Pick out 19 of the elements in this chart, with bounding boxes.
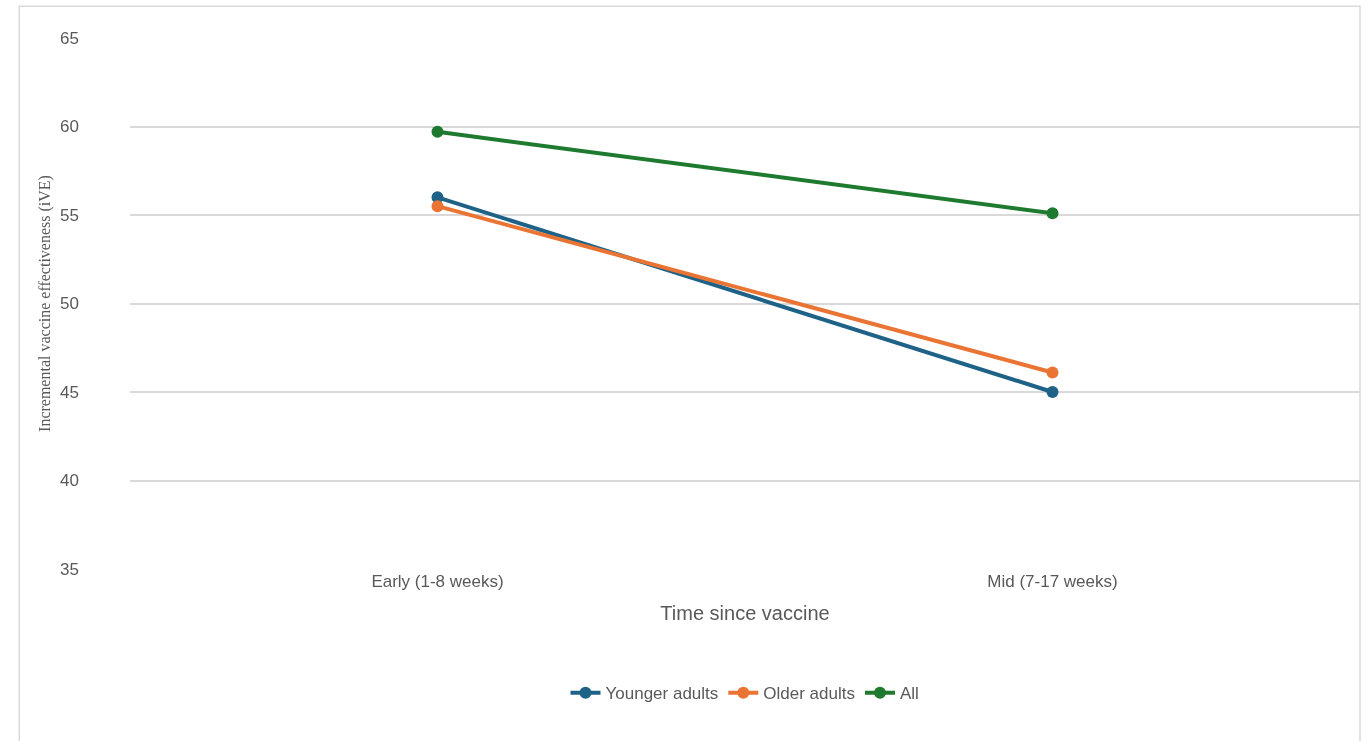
y-tick-label: 60 (60, 117, 79, 137)
point (1046, 207, 1059, 220)
x-tick-label: Mid (7-17 weeks) (987, 572, 1118, 591)
point (1046, 366, 1059, 379)
y-tick-label: 65 (60, 28, 79, 48)
point (1046, 386, 1059, 398)
point (431, 125, 444, 138)
y-tick-label: 45 (60, 382, 79, 402)
x-axis-title: Time since vaccine (660, 601, 830, 624)
x-tick-label: Early (1-8 weeks) (371, 572, 504, 591)
y-tick-label: 35 (60, 559, 79, 579)
legend-label: Older adults (763, 684, 855, 704)
legend-label: Younger adults (605, 684, 719, 704)
y-tick-label: 40 (60, 471, 79, 491)
point (431, 200, 444, 213)
y-tick-label: 50 (60, 294, 79, 314)
y-axis-title: Incremental vaccine effectiveness (iVE) (35, 175, 54, 432)
y-tick-label: 55 (60, 205, 79, 225)
legend-label: All (899, 684, 919, 704)
